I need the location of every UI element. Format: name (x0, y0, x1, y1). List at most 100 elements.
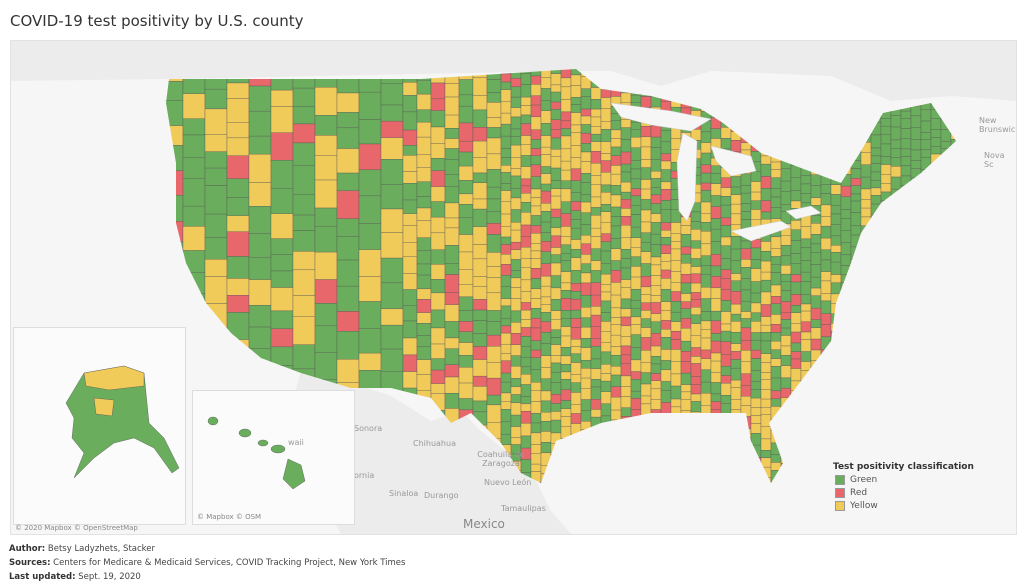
county-cell[interactable] (430, 216, 446, 234)
county-cell[interactable] (950, 169, 961, 181)
county-cell[interactable] (710, 393, 722, 402)
county-cell[interactable] (961, 147, 971, 159)
county-cell[interactable] (940, 376, 952, 386)
county-cell[interactable] (730, 273, 742, 282)
county-cell[interactable] (660, 181, 672, 190)
county-cell[interactable] (850, 185, 862, 195)
county-cell[interactable] (720, 476, 732, 489)
county-cell[interactable] (760, 414, 772, 427)
county-cell[interactable] (540, 378, 552, 392)
county-cell[interactable] (270, 287, 294, 312)
county-cell[interactable] (660, 329, 672, 338)
county-cell[interactable] (510, 128, 522, 137)
county-cell[interactable] (700, 265, 712, 275)
county-cell[interactable] (770, 161, 782, 170)
county-cell[interactable] (530, 243, 542, 252)
county-cell[interactable] (840, 295, 852, 307)
county-cell[interactable] (550, 137, 562, 150)
county-cell[interactable] (750, 370, 762, 382)
county-cell[interactable] (860, 97, 872, 109)
county-cell[interactable] (650, 85, 662, 97)
county-cell[interactable] (840, 97, 852, 106)
county-cell[interactable] (870, 195, 882, 205)
county-cell[interactable] (950, 235, 961, 246)
county-cell[interactable] (560, 99, 572, 113)
county-cell[interactable] (600, 263, 612, 275)
county-cell[interactable] (500, 236, 512, 245)
county-cell[interactable] (570, 309, 582, 319)
county-cell[interactable] (520, 155, 532, 167)
county-cell[interactable] (890, 245, 902, 254)
county-cell[interactable] (900, 205, 912, 216)
county-cell[interactable] (630, 371, 642, 380)
county-cell[interactable] (314, 179, 338, 209)
county-cell[interactable] (550, 235, 562, 248)
county-cell[interactable] (910, 235, 922, 246)
county-cell[interactable] (640, 232, 652, 243)
county-cell[interactable] (600, 153, 612, 161)
county-cell[interactable] (610, 307, 622, 318)
county-cell[interactable] (880, 334, 892, 344)
county-cell[interactable] (630, 147, 642, 161)
county-cell[interactable] (940, 255, 952, 264)
county-cell[interactable] (570, 283, 582, 292)
county-cell[interactable] (920, 149, 932, 158)
county-cell[interactable] (650, 256, 662, 266)
county-cell[interactable] (710, 439, 722, 449)
county-cell[interactable] (700, 337, 712, 351)
county-cell[interactable] (600, 423, 612, 433)
county-cell[interactable] (510, 78, 522, 88)
county-cell[interactable] (801, 487, 811, 495)
county-cell[interactable] (560, 282, 572, 291)
county-cell[interactable] (930, 365, 942, 379)
county-cell[interactable] (560, 77, 572, 88)
county-cell[interactable] (600, 184, 612, 193)
county-cell[interactable] (416, 196, 432, 209)
county-cell[interactable] (830, 323, 842, 332)
county-cell[interactable] (840, 105, 852, 113)
county-cell[interactable] (940, 395, 952, 408)
county-cell[interactable] (660, 169, 672, 183)
county-cell[interactable] (890, 126, 902, 141)
county-cell[interactable] (610, 146, 622, 156)
county-cell[interactable] (790, 403, 802, 414)
county-cell[interactable] (314, 352, 338, 380)
county-cell[interactable] (920, 436, 932, 450)
county-cell[interactable] (336, 259, 360, 287)
county-cell[interactable] (530, 148, 542, 156)
county-cell[interactable] (830, 376, 842, 388)
county-cell[interactable] (700, 425, 712, 435)
county-cell[interactable] (710, 298, 722, 312)
county-cell[interactable] (620, 191, 632, 200)
county-cell[interactable] (472, 286, 488, 300)
county-cell[interactable] (720, 415, 732, 424)
county-cell[interactable] (900, 100, 912, 112)
county-cell[interactable] (790, 358, 802, 369)
county-cell[interactable] (510, 414, 522, 427)
county-cell[interactable] (961, 194, 971, 203)
county-cell[interactable] (430, 393, 446, 411)
county-cell[interactable] (880, 156, 892, 165)
county-cell[interactable] (920, 139, 932, 150)
county-cell[interactable] (430, 82, 446, 100)
county-cell[interactable] (590, 151, 602, 164)
county-cell[interactable] (540, 173, 552, 185)
county-cell[interactable] (860, 365, 872, 374)
county-cell[interactable] (760, 316, 772, 326)
county-cell[interactable] (540, 77, 552, 89)
county-cell[interactable] (920, 304, 932, 312)
county-cell[interactable] (560, 416, 572, 427)
county-cell[interactable] (780, 235, 792, 246)
county-cell[interactable] (660, 261, 672, 271)
county-cell[interactable] (880, 191, 892, 201)
county-cell[interactable] (850, 324, 862, 335)
county-cell[interactable] (416, 374, 432, 391)
county-cell[interactable] (810, 433, 822, 444)
county-cell[interactable] (520, 114, 532, 124)
county-cell[interactable] (950, 290, 961, 303)
county-cell[interactable] (486, 310, 502, 322)
county-cell[interactable] (530, 155, 542, 166)
county-cell[interactable] (416, 79, 432, 95)
county-cell[interactable] (570, 270, 582, 284)
county-cell[interactable] (510, 394, 522, 404)
